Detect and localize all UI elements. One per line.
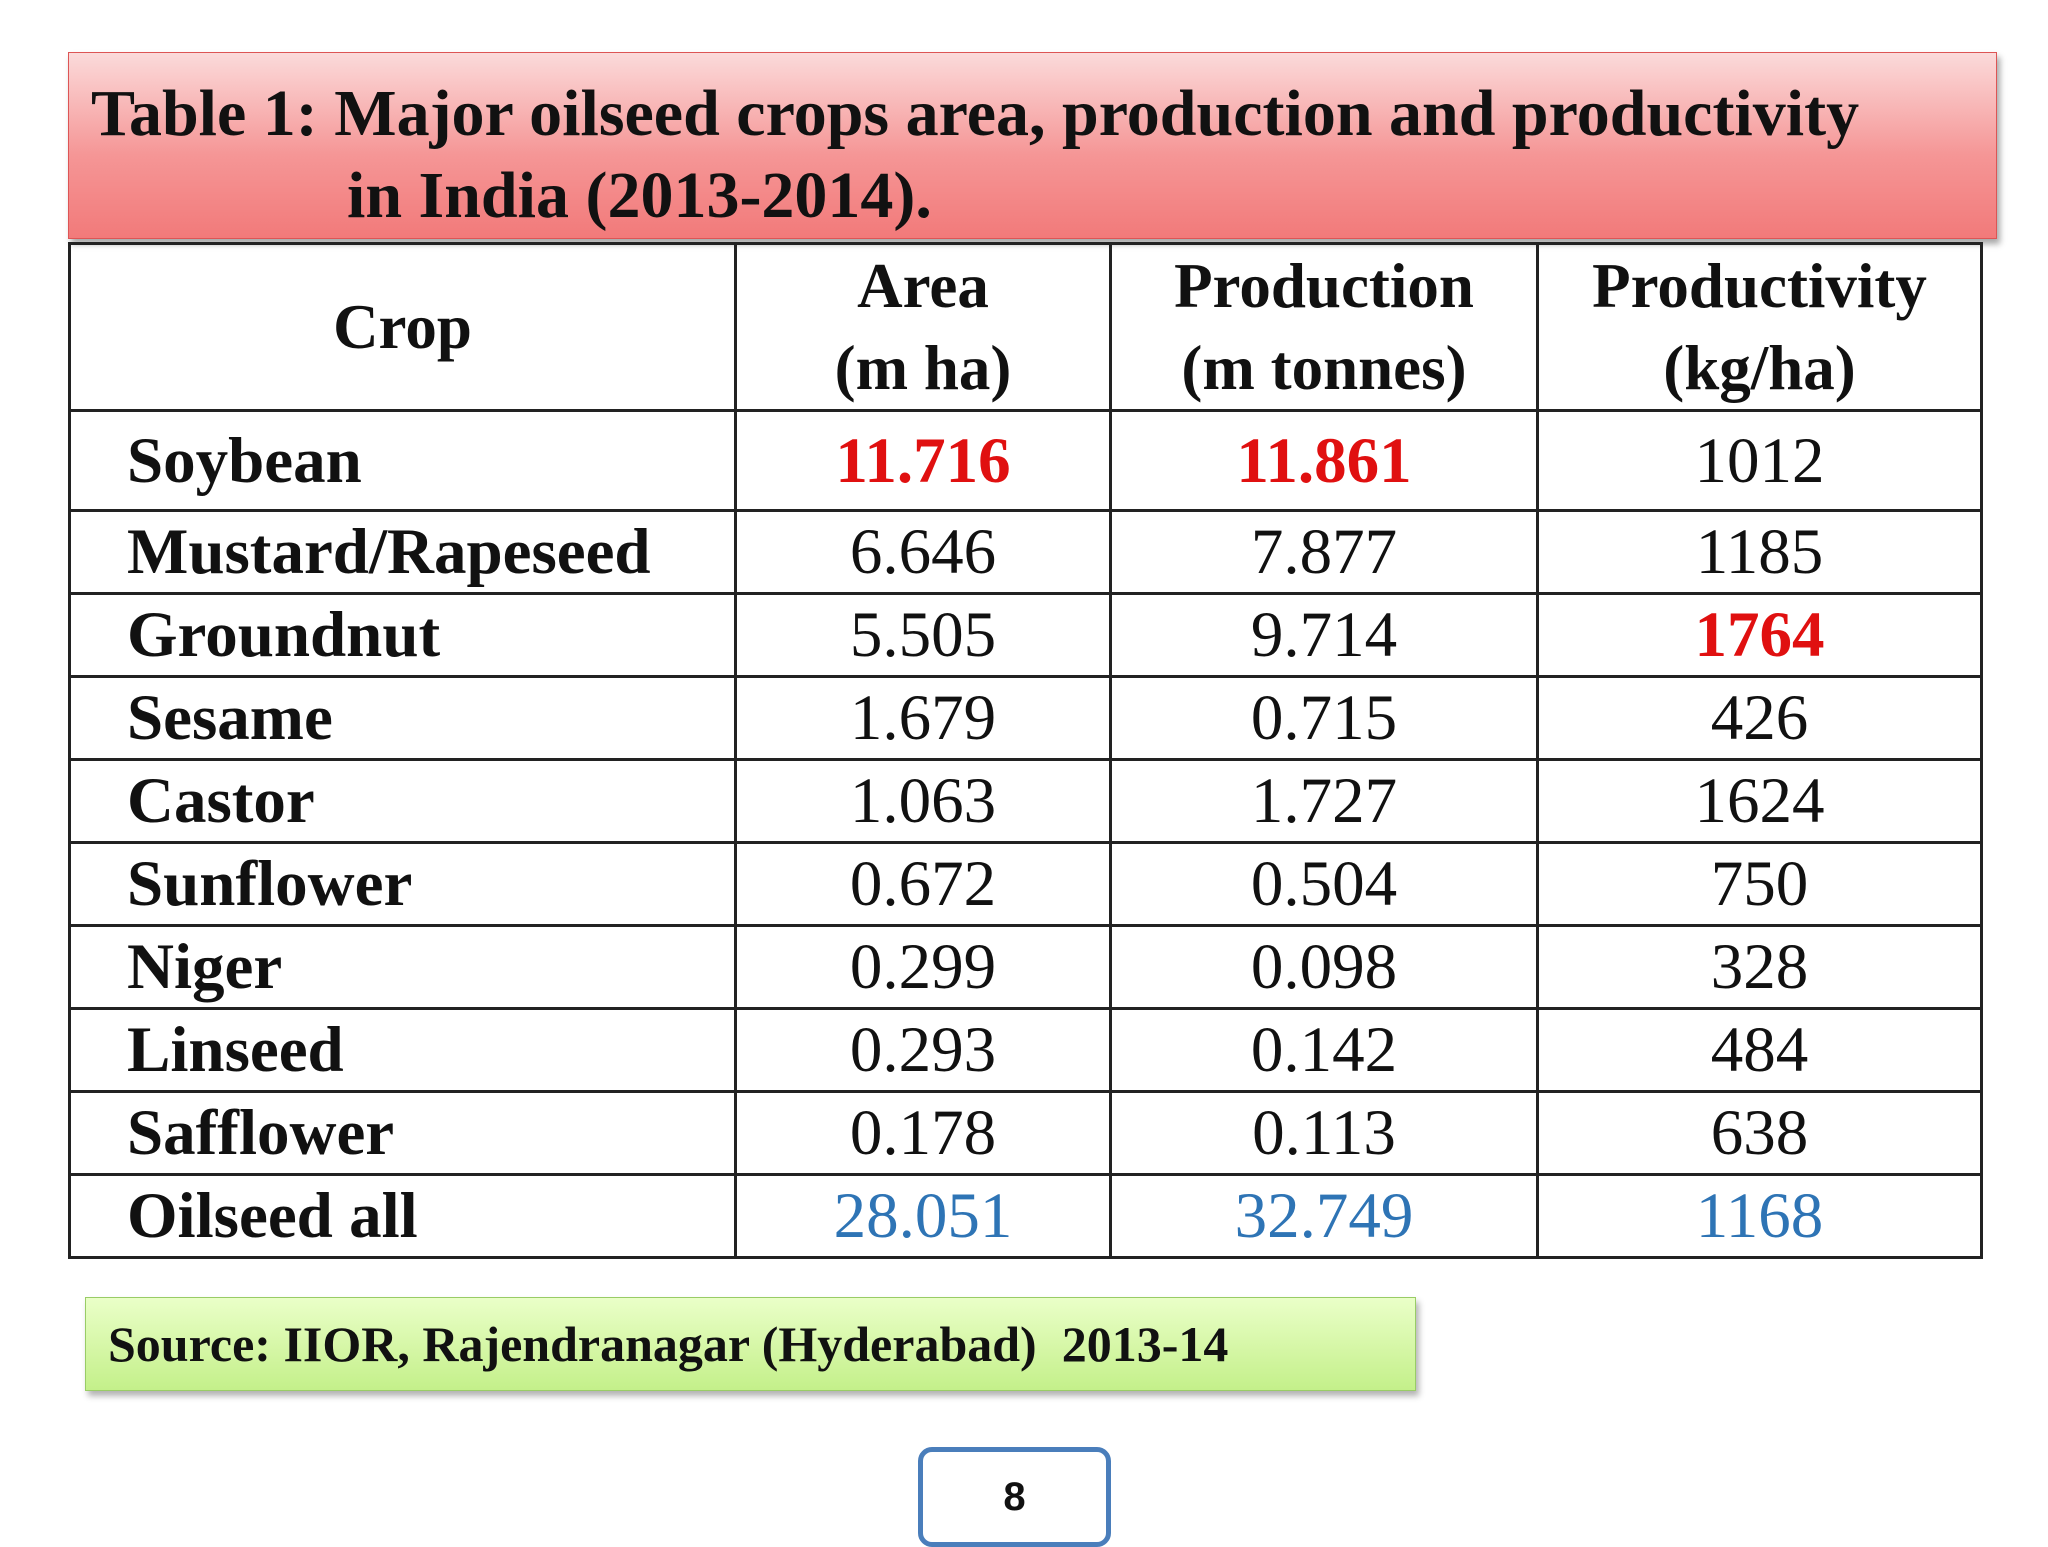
header-cell: Crop — [68, 242, 737, 412]
value-cell: 1.063 — [734, 758, 1112, 844]
value-cell: 1624 — [1536, 758, 1983, 844]
value-cell: 484 — [1536, 1007, 1983, 1093]
value-cell: 1185 — [1536, 509, 1983, 595]
title-box: Table 1: Major oilseed crops area, produ… — [68, 52, 1997, 239]
value-cell: 1.727 — [1109, 758, 1539, 844]
data-table: Crop Area (m ha) Production (m tonnes) Produc… — [68, 242, 1983, 1259]
value-cell: 32.749 — [1109, 1173, 1539, 1259]
value-cell: 7.877 — [1109, 509, 1539, 595]
value-cell: 0.098 — [1109, 924, 1539, 1010]
header-cell: Production (m tonnes) — [1109, 242, 1539, 412]
crop-cell: Soybean — [68, 409, 737, 512]
header-line: (kg/ha) — [1663, 333, 1856, 403]
value-cell: 6.646 — [734, 509, 1112, 595]
header-line: Production — [1174, 251, 1474, 321]
value-cell: 28.051 — [734, 1173, 1112, 1259]
crop-cell: Sunflower — [68, 841, 737, 927]
header-cell: Area (m ha) — [734, 242, 1112, 412]
table-row: Linseed 0.293 0.142 484 — [68, 1007, 1983, 1093]
title-line: in India (2013-2014). — [347, 159, 932, 232]
header-line: Productivity — [1592, 251, 1927, 321]
value-cell: 11.861 — [1109, 409, 1539, 512]
crop-cell: Niger — [68, 924, 737, 1010]
value-cell: 0.178 — [734, 1090, 1112, 1176]
value-cell: 1.679 — [734, 675, 1112, 761]
header-line: (m ha) — [834, 333, 1012, 403]
table-row: Sesame 1.679 0.715 426 — [68, 675, 1983, 761]
value-cell: 328 — [1536, 924, 1983, 1010]
value-cell: 426 — [1536, 675, 1983, 761]
value-cell: 0.504 — [1109, 841, 1539, 927]
value-cell: 638 — [1536, 1090, 1983, 1176]
source-note: Source: IIOR, Rajendranagar (Hyderabad) … — [85, 1297, 1416, 1391]
value-cell: 0.672 — [734, 841, 1112, 927]
title-line: Table 1: Major oilseed crops area, produ… — [91, 77, 1860, 150]
crop-cell: Safflower — [68, 1090, 737, 1176]
value-cell: 11.716 — [734, 409, 1112, 512]
value-cell: 0.293 — [734, 1007, 1112, 1093]
value-cell: 0.113 — [1109, 1090, 1539, 1176]
header-line: Crop — [333, 292, 472, 362]
crop-cell: Linseed — [68, 1007, 737, 1093]
crop-cell: Castor — [68, 758, 737, 844]
table-row: Niger 0.299 0.098 328 — [68, 924, 1983, 1010]
table-row: Safflower 0.178 0.113 638 — [68, 1090, 1983, 1176]
value-cell: 750 — [1536, 841, 1983, 927]
header-cell: Productivity (kg/ha) — [1536, 242, 1983, 412]
value-cell: 9.714 — [1109, 592, 1539, 678]
value-cell: 1012 — [1536, 409, 1983, 512]
header-line: Area — [857, 251, 989, 321]
crop-cell: Groundnut — [68, 592, 737, 678]
table-row: Sunflower 0.672 0.504 750 — [68, 841, 1983, 927]
table-row: Mustard/Rapeseed 6.646 7.877 1185 — [68, 509, 1983, 595]
value-cell: 1168 — [1536, 1173, 1983, 1259]
crop-cell: Sesame — [68, 675, 737, 761]
crop-cell: Oilseed all — [68, 1173, 737, 1259]
value-cell: 0.715 — [1109, 675, 1539, 761]
table-row: Soybean 11.716 11.861 1012 — [68, 409, 1983, 512]
crop-cell: Mustard/Rapeseed — [68, 509, 737, 595]
table-row: Castor 1.063 1.727 1624 — [68, 758, 1983, 844]
table-row: Oilseed all 28.051 32.749 1168 — [68, 1173, 1983, 1259]
value-cell: 0.142 — [1109, 1007, 1539, 1093]
table-row: Groundnut 5.505 9.714 1764 — [68, 592, 1983, 678]
value-cell: 5.505 — [734, 592, 1112, 678]
value-cell: 0.299 — [734, 924, 1112, 1010]
header-line: (m tonnes) — [1181, 333, 1467, 403]
header-row: Crop Area (m ha) Production (m tonnes) Produc… — [68, 242, 1983, 412]
page-number: 8 — [918, 1447, 1111, 1547]
value-cell: 1764 — [1536, 592, 1983, 678]
